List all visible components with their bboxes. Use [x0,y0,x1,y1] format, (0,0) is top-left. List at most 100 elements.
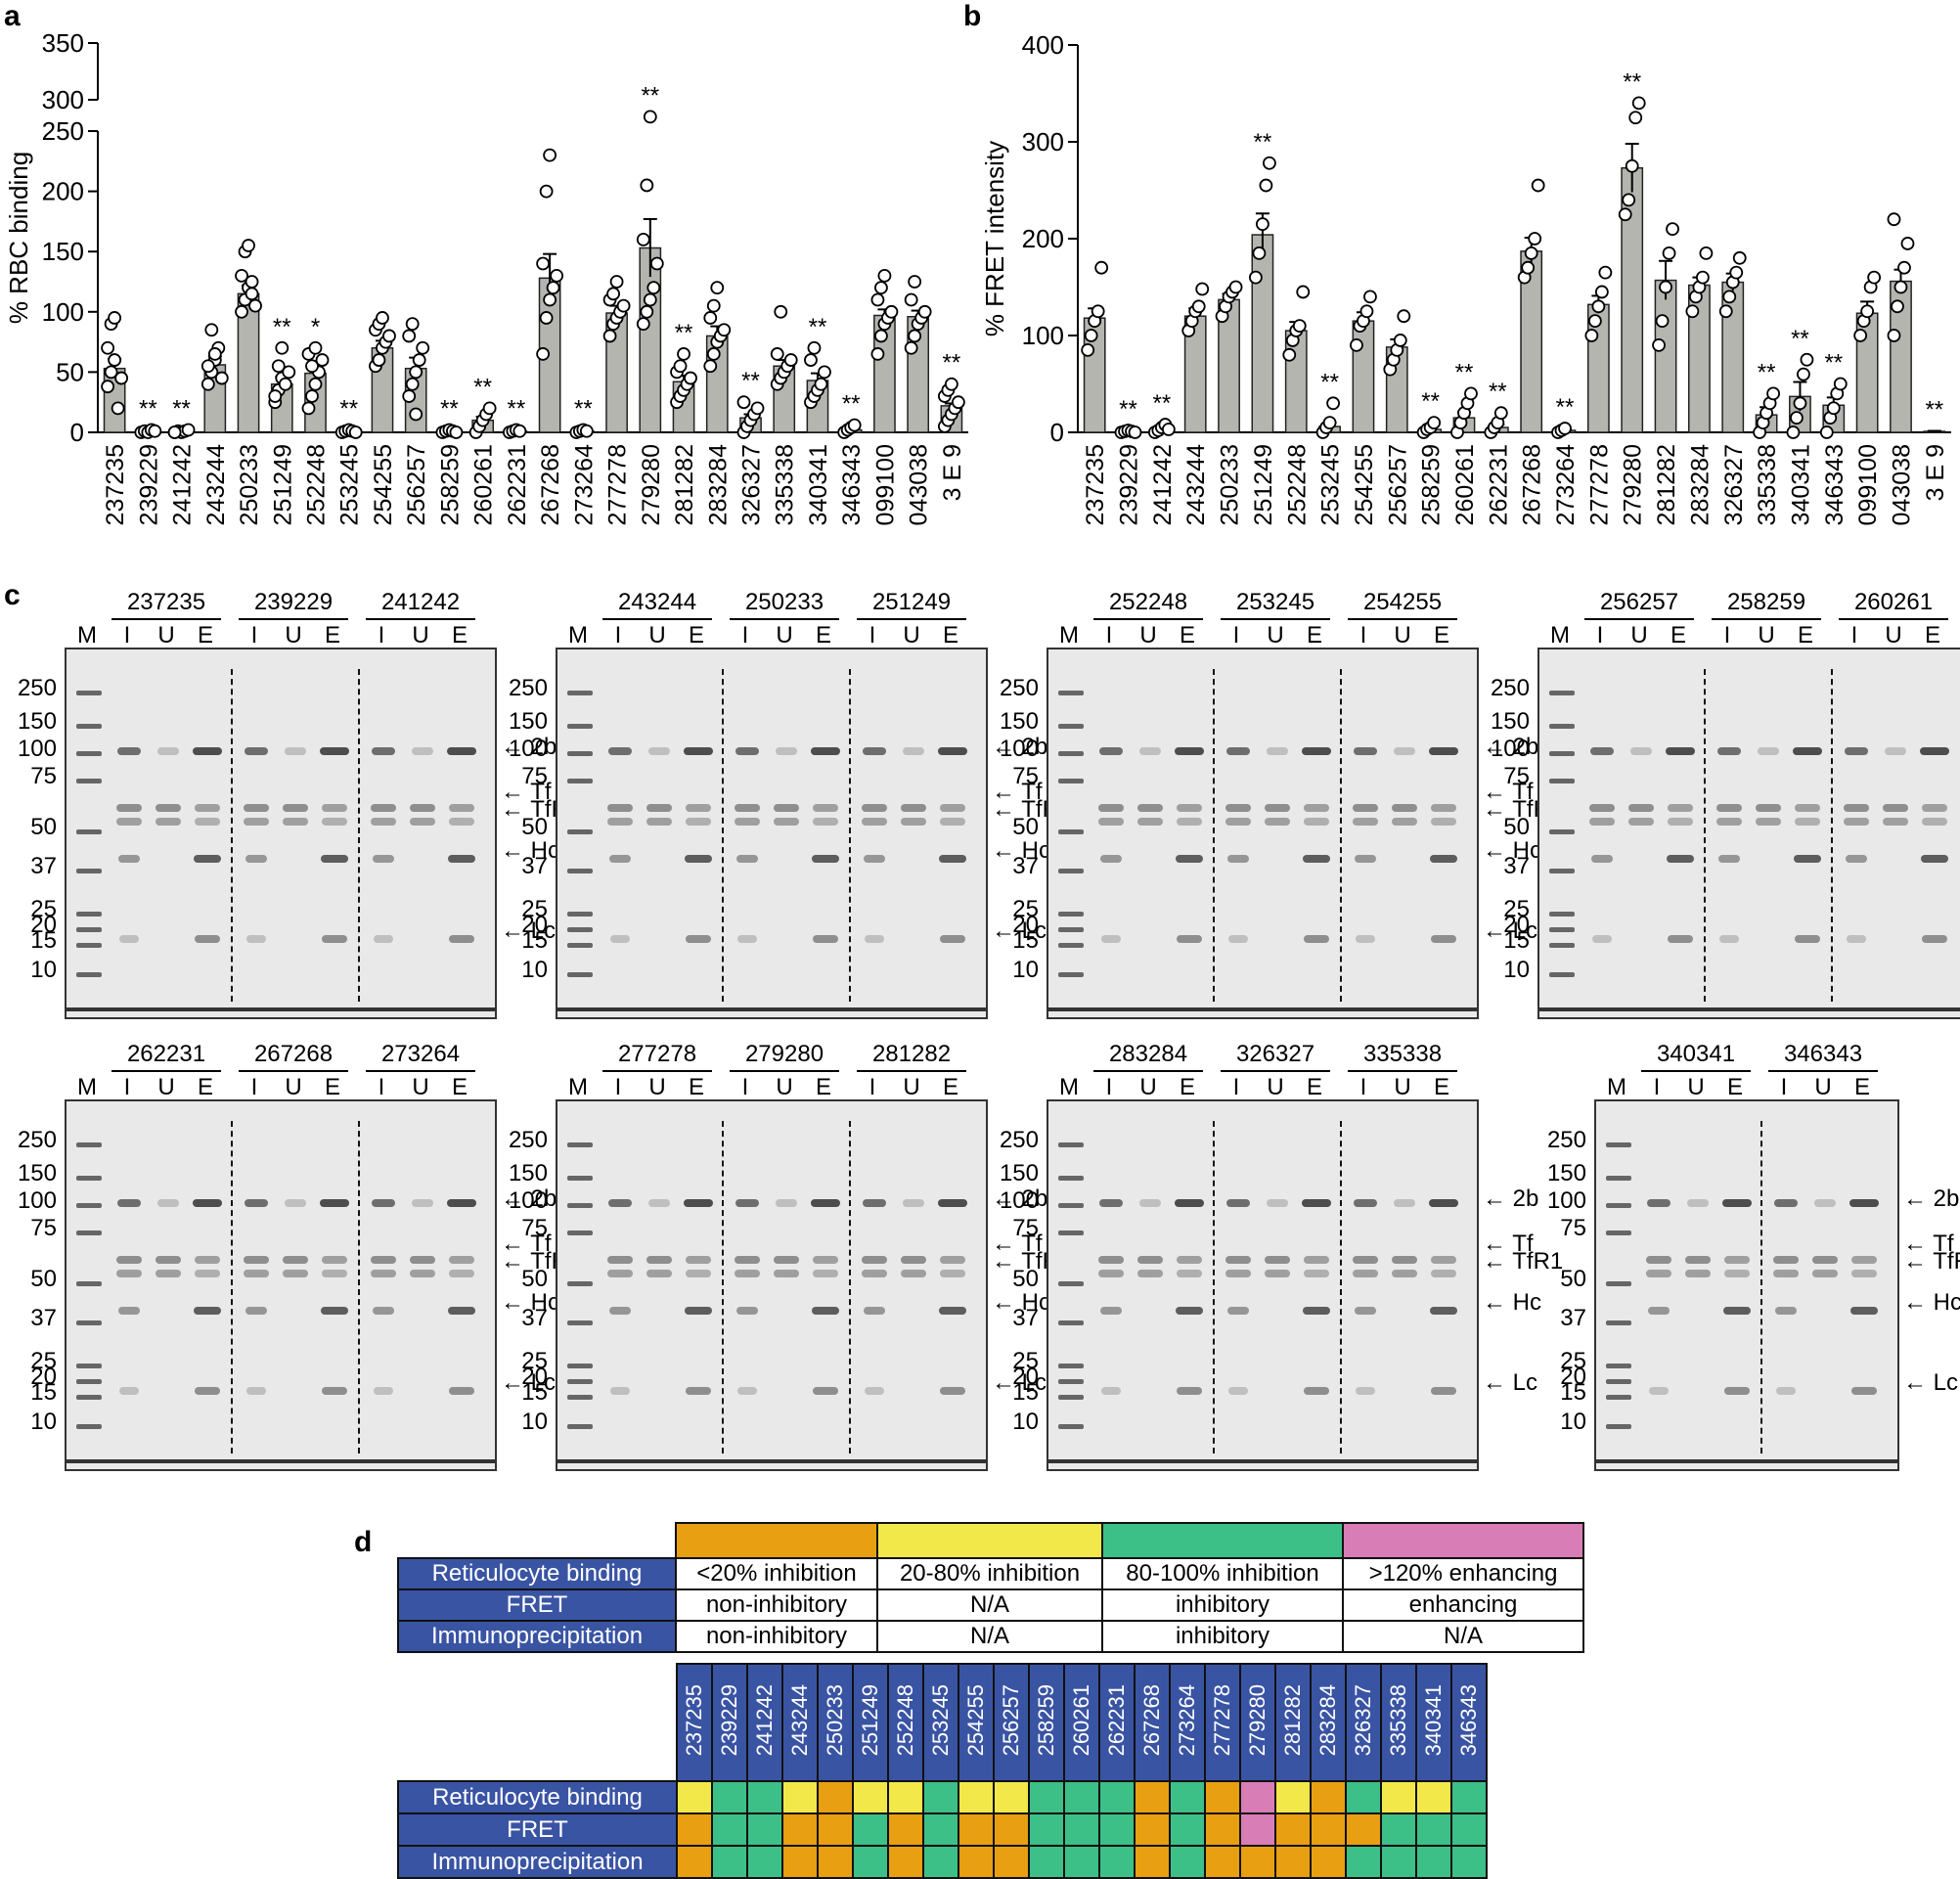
gel-band [1225,804,1251,812]
data-point [1655,314,1670,329]
y-tick-label: 400 [1022,30,1064,60]
data-point [1528,232,1542,246]
clone-underline [857,618,966,620]
x-tick-label: 243244 [202,444,230,526]
ladder-band [1549,829,1575,834]
gel-band [412,1199,433,1207]
grid-cell [852,1845,889,1879]
data-point [1256,217,1270,232]
lane-label: U [1885,622,1902,649]
lane-label: U [285,1074,302,1100]
grid-row-label: FRET [397,1812,678,1847]
gel-band [1137,1256,1163,1264]
gel-band [1687,1199,1709,1207]
data-point [1427,416,1442,430]
gel-band [244,1256,269,1264]
data-point [1685,304,1700,319]
lane-separator [722,669,724,1002]
mw-marker-label: 37 [30,1305,57,1331]
gel-band [1303,855,1330,863]
gel-band [940,935,965,943]
gel-band [374,1387,393,1395]
data-point [1833,377,1848,391]
mw-marker-label: 150 [17,708,57,735]
data-point [449,425,464,439]
mw-marker-label: 20 [521,912,548,938]
gel-band [736,1307,758,1315]
lane-label: U [1139,1074,1157,1100]
x-tick-label: 250233 [236,444,263,525]
gel-band [1226,747,1250,755]
gel-band [1137,818,1163,826]
gel-band [1851,1256,1877,1264]
grid-cell [993,1845,1030,1879]
clone-underline [730,1070,839,1072]
mw-marker-label: 100 [999,736,1039,762]
ladder-band [76,1281,102,1286]
gel-band [812,1307,839,1315]
legend-swatch-orange [675,1522,878,1559]
ladder-band [567,691,593,695]
gel-band [448,1307,475,1315]
grid-cell [887,1845,924,1879]
gel-band [116,1256,142,1264]
clone-label: 252248 [1108,589,1188,615]
lane-label: I [123,1074,131,1100]
legend-row-label: Reticulocyte binding [397,1557,677,1590]
gel-band [194,1307,221,1315]
data-point [1826,401,1841,416]
mw-marker-label: 100 [17,736,57,762]
grid-cell [1450,1780,1488,1814]
gel-band [1647,1199,1670,1207]
gel-band [1590,747,1614,755]
gel-band [1175,747,1204,755]
gel-band [1723,1307,1751,1315]
gel-band [1885,747,1906,755]
gel-band [610,1387,630,1395]
x-tick-label: 237235 [102,444,129,525]
gel-band [1775,1307,1797,1315]
gel-band [776,1199,797,1207]
data-point [409,365,423,380]
data-point [1628,111,1643,125]
legend-cell: inhibitory [1101,1588,1344,1622]
grid-cell [1028,1845,1065,1879]
mw-marker-label: 50 [1012,1266,1039,1292]
grid-cell [1028,1812,1065,1847]
data-point [271,359,286,374]
significance-label: ** [675,320,693,346]
ladder-band [76,972,102,977]
gel-band [1100,1307,1122,1315]
data-point [550,268,564,283]
gel-band [321,1307,348,1315]
data-point [710,281,725,295]
grid-column-label: 258259 [1034,1683,1058,1757]
gel-band [1685,1256,1711,1264]
gel-band [1265,1270,1290,1277]
significance-label: ** [1758,359,1776,385]
data-point [908,329,922,343]
data-point [1819,425,1834,439]
lane-label: I [614,1074,622,1100]
clone-underline [111,1070,221,1072]
data-point [308,377,323,391]
lane-label: U [285,622,302,649]
band-arrow-label: ← Lc [1483,1369,1538,1396]
significance-label: ** [1153,390,1172,417]
gel-band [1716,804,1742,812]
data-point [402,389,417,403]
grid-column-label: 281282 [1280,1683,1305,1757]
x-tick-label: 043038 [906,444,933,525]
grid-cell [1345,1812,1382,1847]
clone-underline [239,618,348,620]
gel-band [1646,1270,1671,1277]
band-arrow-label: ← Hc [992,1289,1050,1316]
grid-cell [1239,1780,1276,1814]
x-tick-label: 326327 [1720,444,1748,525]
grid-column-label: 251249 [858,1683,882,1757]
ladder-band [76,1379,102,1384]
x-tick-label: 3 E 9 [1922,444,1949,501]
ladder-label: M [77,1074,97,1100]
gel-band [1774,1199,1798,1207]
mw-marker-label: 150 [1490,708,1530,735]
